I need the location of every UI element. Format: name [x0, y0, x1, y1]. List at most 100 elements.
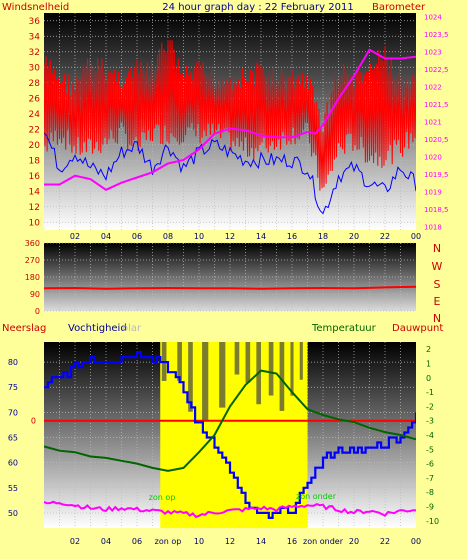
barometer-tick-label: 1021,5 [424, 101, 449, 109]
solar-gap [279, 342, 285, 411]
humidity-tick-label: 50 [8, 509, 18, 518]
direction-tick-label: 180 [25, 273, 40, 282]
wind-tick-label: 24 [29, 110, 41, 120]
bottom-time-tick-label: 14 [256, 537, 266, 546]
wind-tick-label: 18 [29, 156, 41, 166]
wind-tick-label: 12 [29, 203, 40, 213]
direction-tick-label: 360 [25, 239, 40, 248]
humidity-tick-label: 65 [8, 434, 18, 443]
compass-label-e: E [434, 295, 441, 308]
temperature-tick-label: 1 [426, 359, 431, 368]
bottom-time-tick-label: 22 [380, 537, 390, 546]
bottom-time-tick-label: 12 [225, 537, 235, 546]
temperature-tick-label: -4 [426, 431, 434, 440]
wind-tick-label: 32 [29, 48, 40, 58]
humidity-tick-label: 80 [8, 358, 18, 367]
wind-tick-label: 10 [29, 218, 41, 228]
temperature-tick-label: -10 [426, 517, 439, 526]
humidity-tick-label: 70 [8, 408, 18, 417]
solar-gap [268, 342, 274, 396]
humidity-tick-label: 60 [8, 459, 18, 468]
temperature-tick-label: -7 [426, 474, 434, 483]
sunrise-plot-label: zon op [149, 493, 176, 502]
solar-gap [290, 342, 294, 396]
direction-tick-label: 90 [30, 290, 40, 299]
wind-tick-label: 22 [29, 125, 40, 135]
temperature-tick-label: -2 [426, 402, 434, 411]
time-tick-label: 06 [132, 232, 142, 241]
bottom-time-tick-label: zon op [155, 537, 182, 546]
barometer-title: Barometer [372, 2, 426, 13]
barometer-tick-label: 1020,5 [424, 136, 449, 144]
solar-gap [219, 342, 226, 408]
temperature-tick-label: -5 [426, 445, 434, 454]
time-tick-label: 16 [287, 232, 297, 241]
temperature-series [44, 369, 416, 472]
humidity-tick-label: 55 [8, 484, 18, 493]
time-tick-label: 04 [101, 232, 111, 241]
time-tick-label: 22 [380, 232, 390, 241]
solar-gap [245, 342, 251, 383]
wind-tick-label: 30 [29, 63, 41, 73]
solar-label: olar [122, 323, 142, 334]
barometer-tick-label: 1022 [424, 84, 442, 92]
bottom-time-tick-label: 04 [101, 537, 111, 546]
humidity-series [44, 351, 416, 519]
dewpoint-series [44, 500, 416, 519]
solar-gap [299, 342, 303, 380]
time-tick-label: 18 [318, 232, 328, 241]
bottom-time-tick-label: zon onder [303, 537, 344, 546]
dewpoint-label: Dauwpunt [392, 323, 443, 334]
barometer-tick-label: 1024 [424, 14, 442, 22]
barometer-tick-label: 1020 [424, 154, 442, 162]
wind-direction-series [44, 285, 416, 290]
barometer-tick-label: 1023,5 [424, 31, 449, 39]
bottom-time-tick-label: 02 [70, 537, 80, 546]
time-tick-label: 20 [349, 232, 359, 241]
barometer-tick-label: 1023 [424, 49, 442, 57]
sunset-plot-label: zon onder [296, 492, 337, 501]
time-tick-label: 00 [411, 232, 421, 241]
direction-tick-label: 0 [35, 307, 40, 316]
bottom-time-tick-label: 00 [411, 537, 421, 546]
solar-gap [177, 342, 182, 381]
bottom-time-tick-label: 16 [287, 537, 297, 546]
compass-label-s: S [434, 278, 441, 291]
compass-label-n-bottom: N [433, 312, 441, 325]
barometer-tick-label: 1022,5 [424, 66, 449, 74]
wind-tick-label: 20 [29, 141, 41, 151]
bottom-time-tick-label: 10 [194, 537, 204, 546]
wind-tick-label: 16 [29, 172, 41, 182]
time-tick-label: 14 [256, 232, 266, 241]
temperature-tick-label: 2 [426, 345, 431, 354]
compass-label-w: W [432, 260, 443, 273]
compass-label-n-top: N [433, 242, 441, 255]
wind-tick-label: 36 [29, 17, 41, 27]
solar-gap [188, 342, 193, 412]
barometer-tick-label: 1018 [424, 224, 442, 232]
rain-tick-label: 0 [31, 417, 36, 426]
temperature-tick-label: -8 [426, 488, 434, 497]
time-tick-label: 08 [163, 232, 173, 241]
solar-gap [234, 342, 240, 375]
humidity-tick-label: 75 [8, 383, 18, 392]
bottom-time-tick-label: 06 [132, 537, 142, 546]
graph-title: 24 hour graph day : 22 February 2011 [162, 2, 353, 13]
direction-tick-label: 270 [25, 256, 40, 265]
temperature-label: Temperatuur [311, 323, 377, 334]
temperature-tick-label: -6 [426, 460, 434, 469]
rain-label: Neerslag [2, 323, 46, 334]
daylight-band [160, 342, 308, 528]
bottom-time-tick-label: 20 [349, 537, 359, 546]
wind-tick-label: 34 [29, 32, 41, 42]
humidity-label: Vochtigheid [68, 323, 127, 334]
wind-speed-title: Windsnelheid [2, 2, 69, 13]
wind-gust-series [44, 39, 416, 191]
temperature-tick-label: 0 [426, 374, 431, 383]
temperature-tick-label: -3 [426, 417, 434, 426]
temperature-tick-label: -1 [426, 388, 434, 397]
wind-tick-label: 26 [29, 94, 41, 104]
solar-gap [202, 342, 209, 422]
